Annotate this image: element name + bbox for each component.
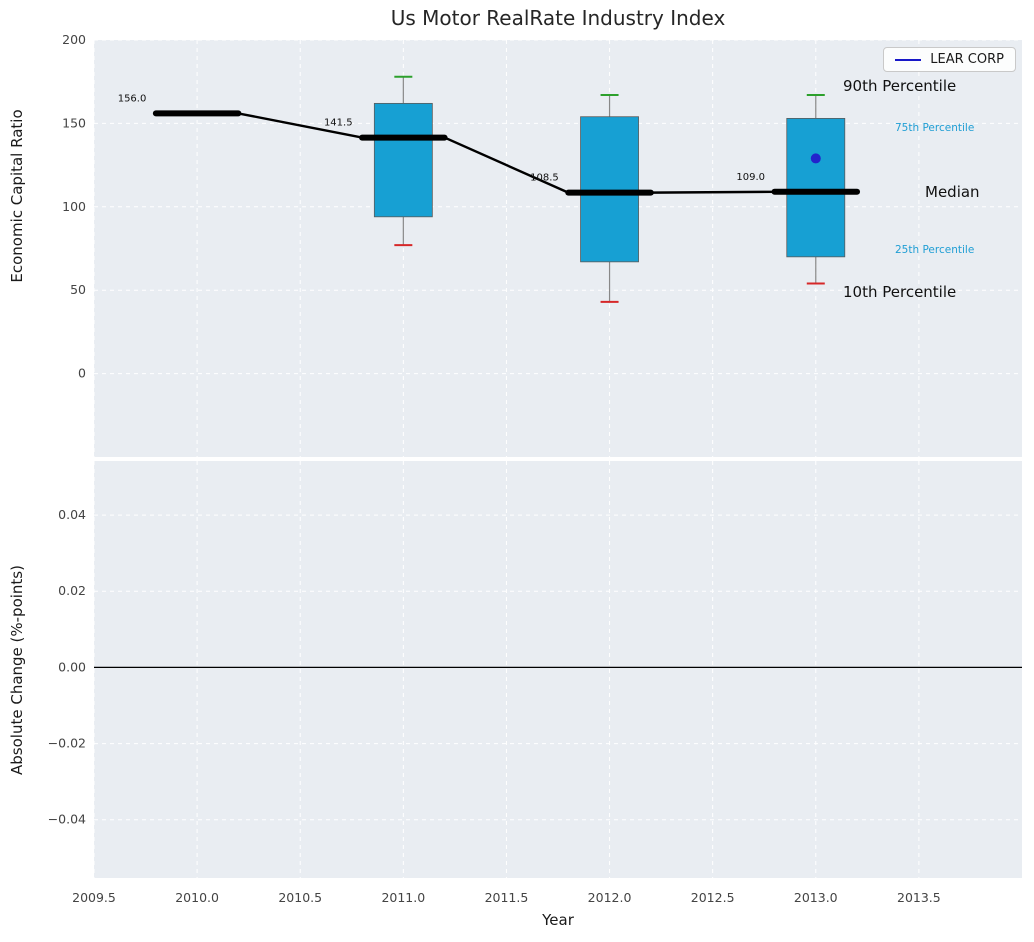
legend-line-swatch bbox=[895, 58, 922, 61]
box-2011 bbox=[373, 102, 433, 218]
ytick-bottom-−0.02: −0.02 bbox=[48, 736, 86, 751]
percentile-label-3: 25th Percentile bbox=[895, 244, 974, 256]
percentile-label-0: 90th Percentile bbox=[843, 77, 956, 95]
ytick-top-100: 100 bbox=[62, 199, 86, 214]
legend-series-label: LEAR CORP bbox=[930, 52, 1004, 67]
top-panel-bg bbox=[94, 40, 1022, 457]
xtick-2011.5: 2011.5 bbox=[485, 890, 529, 905]
legend: LEAR CORP bbox=[883, 47, 1016, 72]
ytick-top-50: 50 bbox=[70, 282, 86, 297]
median-trend-line bbox=[155, 112, 858, 194]
xlabel: Year bbox=[541, 911, 575, 929]
xtick-2011.0: 2011.0 bbox=[381, 890, 425, 905]
ylabel-bottom: Absolute Change (%-points) bbox=[8, 565, 26, 775]
ytick-bottom-0.00: 0.00 bbox=[58, 659, 86, 674]
ytick-top-0: 0 bbox=[78, 366, 86, 381]
median-annotation-2012: 108.5 bbox=[530, 173, 559, 184]
ytick-bottom-0.04: 0.04 bbox=[58, 507, 86, 522]
xtick-2012.0: 2012.0 bbox=[588, 890, 632, 905]
ytick-top-200: 200 bbox=[62, 32, 86, 47]
chart-title: Us Motor RealRate Industry Index bbox=[390, 6, 726, 30]
ytick-bottom-0.02: 0.02 bbox=[58, 583, 86, 598]
xtick-2010.0: 2010.0 bbox=[175, 890, 219, 905]
median-annotation-2010: 156.0 bbox=[118, 93, 147, 104]
percentile-label-1: 75th Percentile bbox=[895, 122, 974, 134]
median-annotation-2011: 141.5 bbox=[324, 118, 353, 129]
ytick-bottom-−0.04: −0.04 bbox=[48, 812, 86, 827]
box-2013 bbox=[786, 117, 846, 258]
percentile-label-4: 10th Percentile bbox=[843, 283, 956, 301]
xtick-2013.0: 2013.0 bbox=[794, 890, 838, 905]
median-annotation-2013: 109.0 bbox=[736, 172, 765, 183]
box-2012 bbox=[580, 116, 639, 263]
xtick-2009.5: 2009.5 bbox=[72, 890, 116, 905]
ytick-top-150: 150 bbox=[62, 115, 86, 130]
bottom-panel-bg bbox=[94, 461, 1022, 878]
percentile-label-2: Median bbox=[925, 183, 980, 201]
xtick-2010.5: 2010.5 bbox=[278, 890, 322, 905]
xtick-2013.5: 2013.5 bbox=[897, 890, 941, 905]
xtick-2012.5: 2012.5 bbox=[691, 890, 735, 905]
ylabel-top: Economic Capital Ratio bbox=[8, 109, 26, 282]
lear-corp-point bbox=[810, 153, 821, 164]
